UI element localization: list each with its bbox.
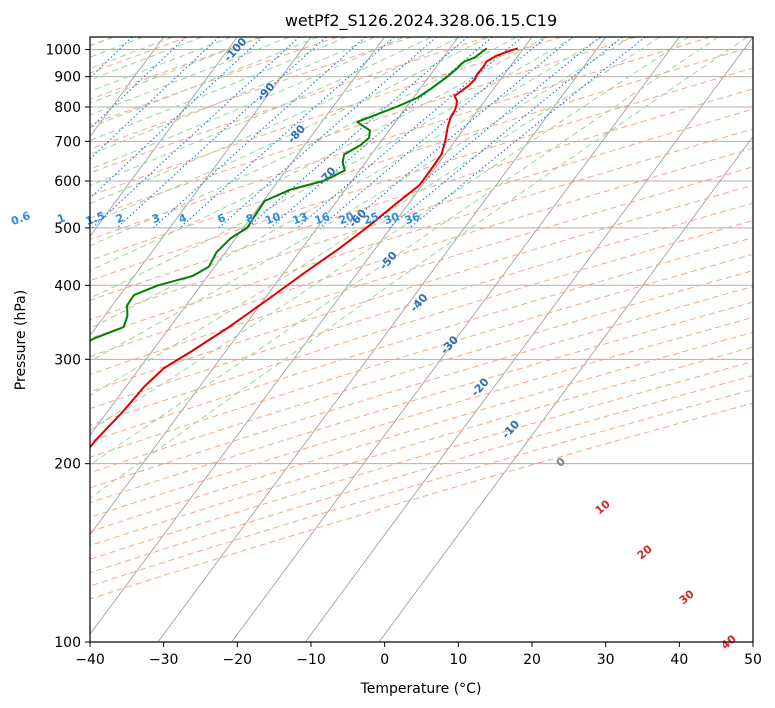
mixing-ratio-line <box>343 37 574 229</box>
moist-adiabat-line <box>90 37 404 170</box>
dry-adiabat-line <box>90 375 753 574</box>
moist-adiabat-line <box>90 37 261 104</box>
isotherm-line <box>378 135 753 642</box>
mixing-ratio-line <box>90 37 264 199</box>
temperature-profile <box>90 47 519 449</box>
mixing-ratio-label: 20 <box>337 210 356 228</box>
x-tick-label: 40 <box>670 652 688 668</box>
dry-adiabat-line <box>90 88 753 301</box>
dry-adiabat-line <box>90 37 711 240</box>
moist-adiabat-line <box>90 37 489 224</box>
y-tick-label: 100 <box>54 635 81 651</box>
mixing-ratio-label: 0.6 <box>9 209 32 228</box>
isotherm-line <box>90 37 386 436</box>
dry-adiabat-line <box>90 108 753 321</box>
mixing-ratio-line <box>388 37 623 229</box>
moist-adiabat-line <box>90 37 517 247</box>
dry-adiabat-line <box>90 67 753 282</box>
isotherm-line <box>90 37 238 237</box>
dry-adiabat-line <box>90 285 753 489</box>
y-tick-label: 1000 <box>45 43 81 59</box>
moist-adiabat-line <box>90 37 290 116</box>
x-tick-label: 0 <box>380 652 389 668</box>
mixing-ratio-line <box>246 37 468 229</box>
mixing-ratio-line <box>218 37 437 229</box>
y-tick-label: 900 <box>54 70 81 86</box>
moist-adiabat-line <box>90 37 603 329</box>
y-tick-label: 600 <box>54 174 81 190</box>
isotherm-line <box>90 37 533 636</box>
moist-adiabat-line <box>90 37 232 92</box>
moist-adiabat-line <box>90 37 719 466</box>
dry-adiabat-line <box>90 331 753 533</box>
mixing-ratio-line <box>116 37 327 229</box>
moist-adiabat-line <box>90 37 375 155</box>
mixing-ratio-label: 6 <box>216 211 228 226</box>
dry-adiabat-line <box>90 220 753 426</box>
x-tick-label: 20 <box>523 652 541 668</box>
moist-adiabat-line <box>90 37 574 299</box>
mixing-ratio-label: 4 <box>177 211 189 226</box>
isotherm-line <box>157 37 607 642</box>
x-tick-label: 30 <box>597 652 615 668</box>
mixing-ratio-line <box>152 37 366 229</box>
mixing-ratio-label: 30 <box>382 210 401 228</box>
mixing-ratio-label: 36 <box>403 210 422 228</box>
dry-adiabat-line <box>90 37 412 150</box>
y-tick-label: 700 <box>54 134 81 150</box>
moist-adiabat-line <box>90 37 632 362</box>
x-tick-label: 50 <box>744 652 762 668</box>
dry-adiabat-line <box>90 202 753 410</box>
mixing-ratio-label: 1.5 <box>84 209 107 228</box>
mixing-ratio-line <box>319 37 547 229</box>
dry-adiabat-line <box>90 360 753 560</box>
mixing-ratio-label: 13 <box>291 210 310 227</box>
profile-lines <box>90 47 519 449</box>
dry-adiabat-line <box>90 37 263 100</box>
isotherm-line <box>304 37 753 642</box>
chart-title: wetPf2_S126.2024.328.06.15.C19 <box>285 11 557 31</box>
x-tick-label: −10 <box>296 652 326 668</box>
y-tick-label: 800 <box>54 100 81 116</box>
dry-adiabat-line <box>90 37 487 174</box>
y-axis-label: Pressure (hPa) <box>13 290 29 390</box>
y-tick-label: 200 <box>54 457 81 473</box>
mixing-ratio-label: 8 <box>244 211 256 226</box>
y-tick-label: 300 <box>54 352 81 368</box>
moist-adiabat-line <box>90 37 546 272</box>
x-tick-label: −30 <box>149 652 179 668</box>
x-tick-label: −20 <box>223 652 253 668</box>
axis-ticks: −40 −30 −20 −10 0 10 20 30 40 50 100 200 300 400 500 60… <box>45 43 762 668</box>
mixing-ratio-label: 25 <box>362 210 381 227</box>
dry-adiabat-line <box>90 301 753 504</box>
moist-adiabat-line <box>90 37 661 397</box>
mixing-ratio-line <box>90 37 187 130</box>
background-lines <box>90 37 753 642</box>
mixing-ratio-label: 3 <box>150 211 162 226</box>
x-tick-label: 10 <box>449 652 467 668</box>
x-axis-label: Temperature (°C) <box>360 681 482 697</box>
mixing-ratio-line <box>409 37 646 229</box>
isotherm-line <box>90 37 312 337</box>
mixing-ratio-label: 2 <box>114 211 126 226</box>
mixing-ratio-label: 16 <box>313 210 332 228</box>
y-tick-label: 400 <box>54 278 81 294</box>
isotherm-line <box>231 37 680 642</box>
dewpoint-profile <box>90 47 488 342</box>
plot-frame <box>89 36 754 643</box>
moist-adiabat-line <box>90 37 748 499</box>
x-tick-label: −40 <box>75 652 105 668</box>
mixing-ratio-label: 1 <box>56 211 68 226</box>
moist-adiabat-line <box>90 37 460 205</box>
mixing-ratio-line <box>296 37 523 229</box>
isotherm-line <box>90 37 459 536</box>
y-tick-label: 500 <box>54 221 81 237</box>
moist-adiabat-line <box>90 37 318 128</box>
dry-adiabat-line <box>90 128 753 339</box>
mixing-ratio-label: 10 <box>263 210 282 228</box>
dry-adiabat-line <box>90 253 753 458</box>
